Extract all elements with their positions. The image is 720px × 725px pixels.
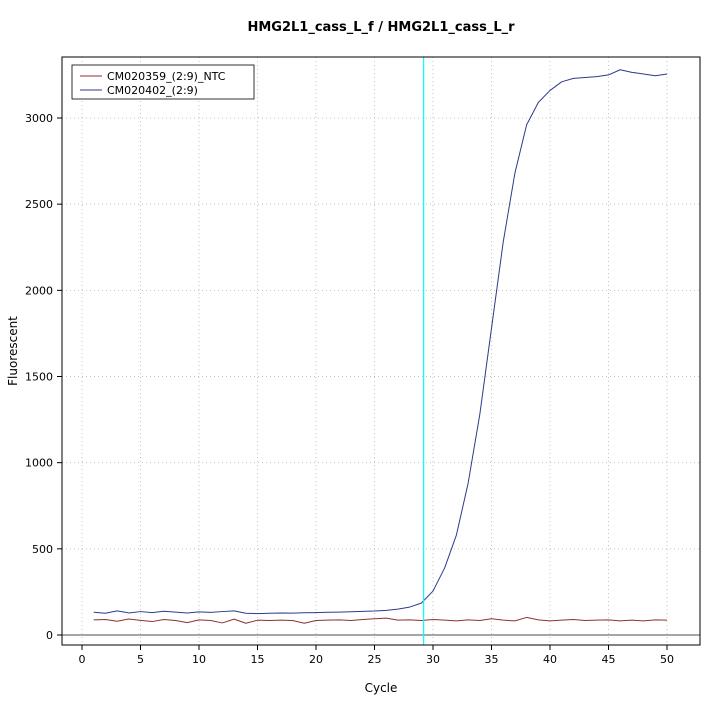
x-tick-label: 20 (309, 653, 323, 666)
chart-dynamic-layer: 0 5 10 15 20 25 30 35 40 45 5005001000150020002500… (25, 56, 701, 666)
x-tick-label: 35 (485, 653, 499, 666)
plot-border (61, 56, 701, 646)
legend-box (71, 64, 255, 100)
x-tick-label: 45 (602, 653, 616, 666)
y-tick-label: 1500 (25, 371, 53, 384)
x-tick-label: 15 (251, 653, 265, 666)
y-tick-label: 3000 (25, 112, 53, 125)
y-tick-label: 500 (32, 543, 53, 556)
x-tick-label: 50 (660, 653, 674, 666)
x-tick-label: 10 (192, 653, 206, 666)
series-line-0 (93, 616, 668, 624)
y-tick-label: 0 (46, 629, 53, 642)
x-tick-label: 0 (79, 653, 86, 666)
y-tick-label: 2000 (25, 284, 53, 297)
x-tick-label: 30 (426, 653, 440, 666)
legend-label-0: CM020359_(2:9)_NTC (107, 70, 226, 83)
y-axis-label: Fluorescent (6, 316, 20, 386)
y-tick-label: 2500 (25, 198, 53, 211)
x-tick-label: 25 (368, 653, 382, 666)
x-tick-label: 5 (137, 653, 144, 666)
legend-label-1: CM020402_(2:9) (107, 84, 198, 97)
y-tick-label: 1000 (25, 457, 53, 470)
chart-title: HMG2L1_cass_L_f / HMG2L1_cass_L_r (247, 20, 515, 35)
series-line-1 (93, 69, 668, 615)
x-tick-label: 40 (543, 653, 557, 666)
x-axis-label: Cycle (365, 681, 398, 695)
